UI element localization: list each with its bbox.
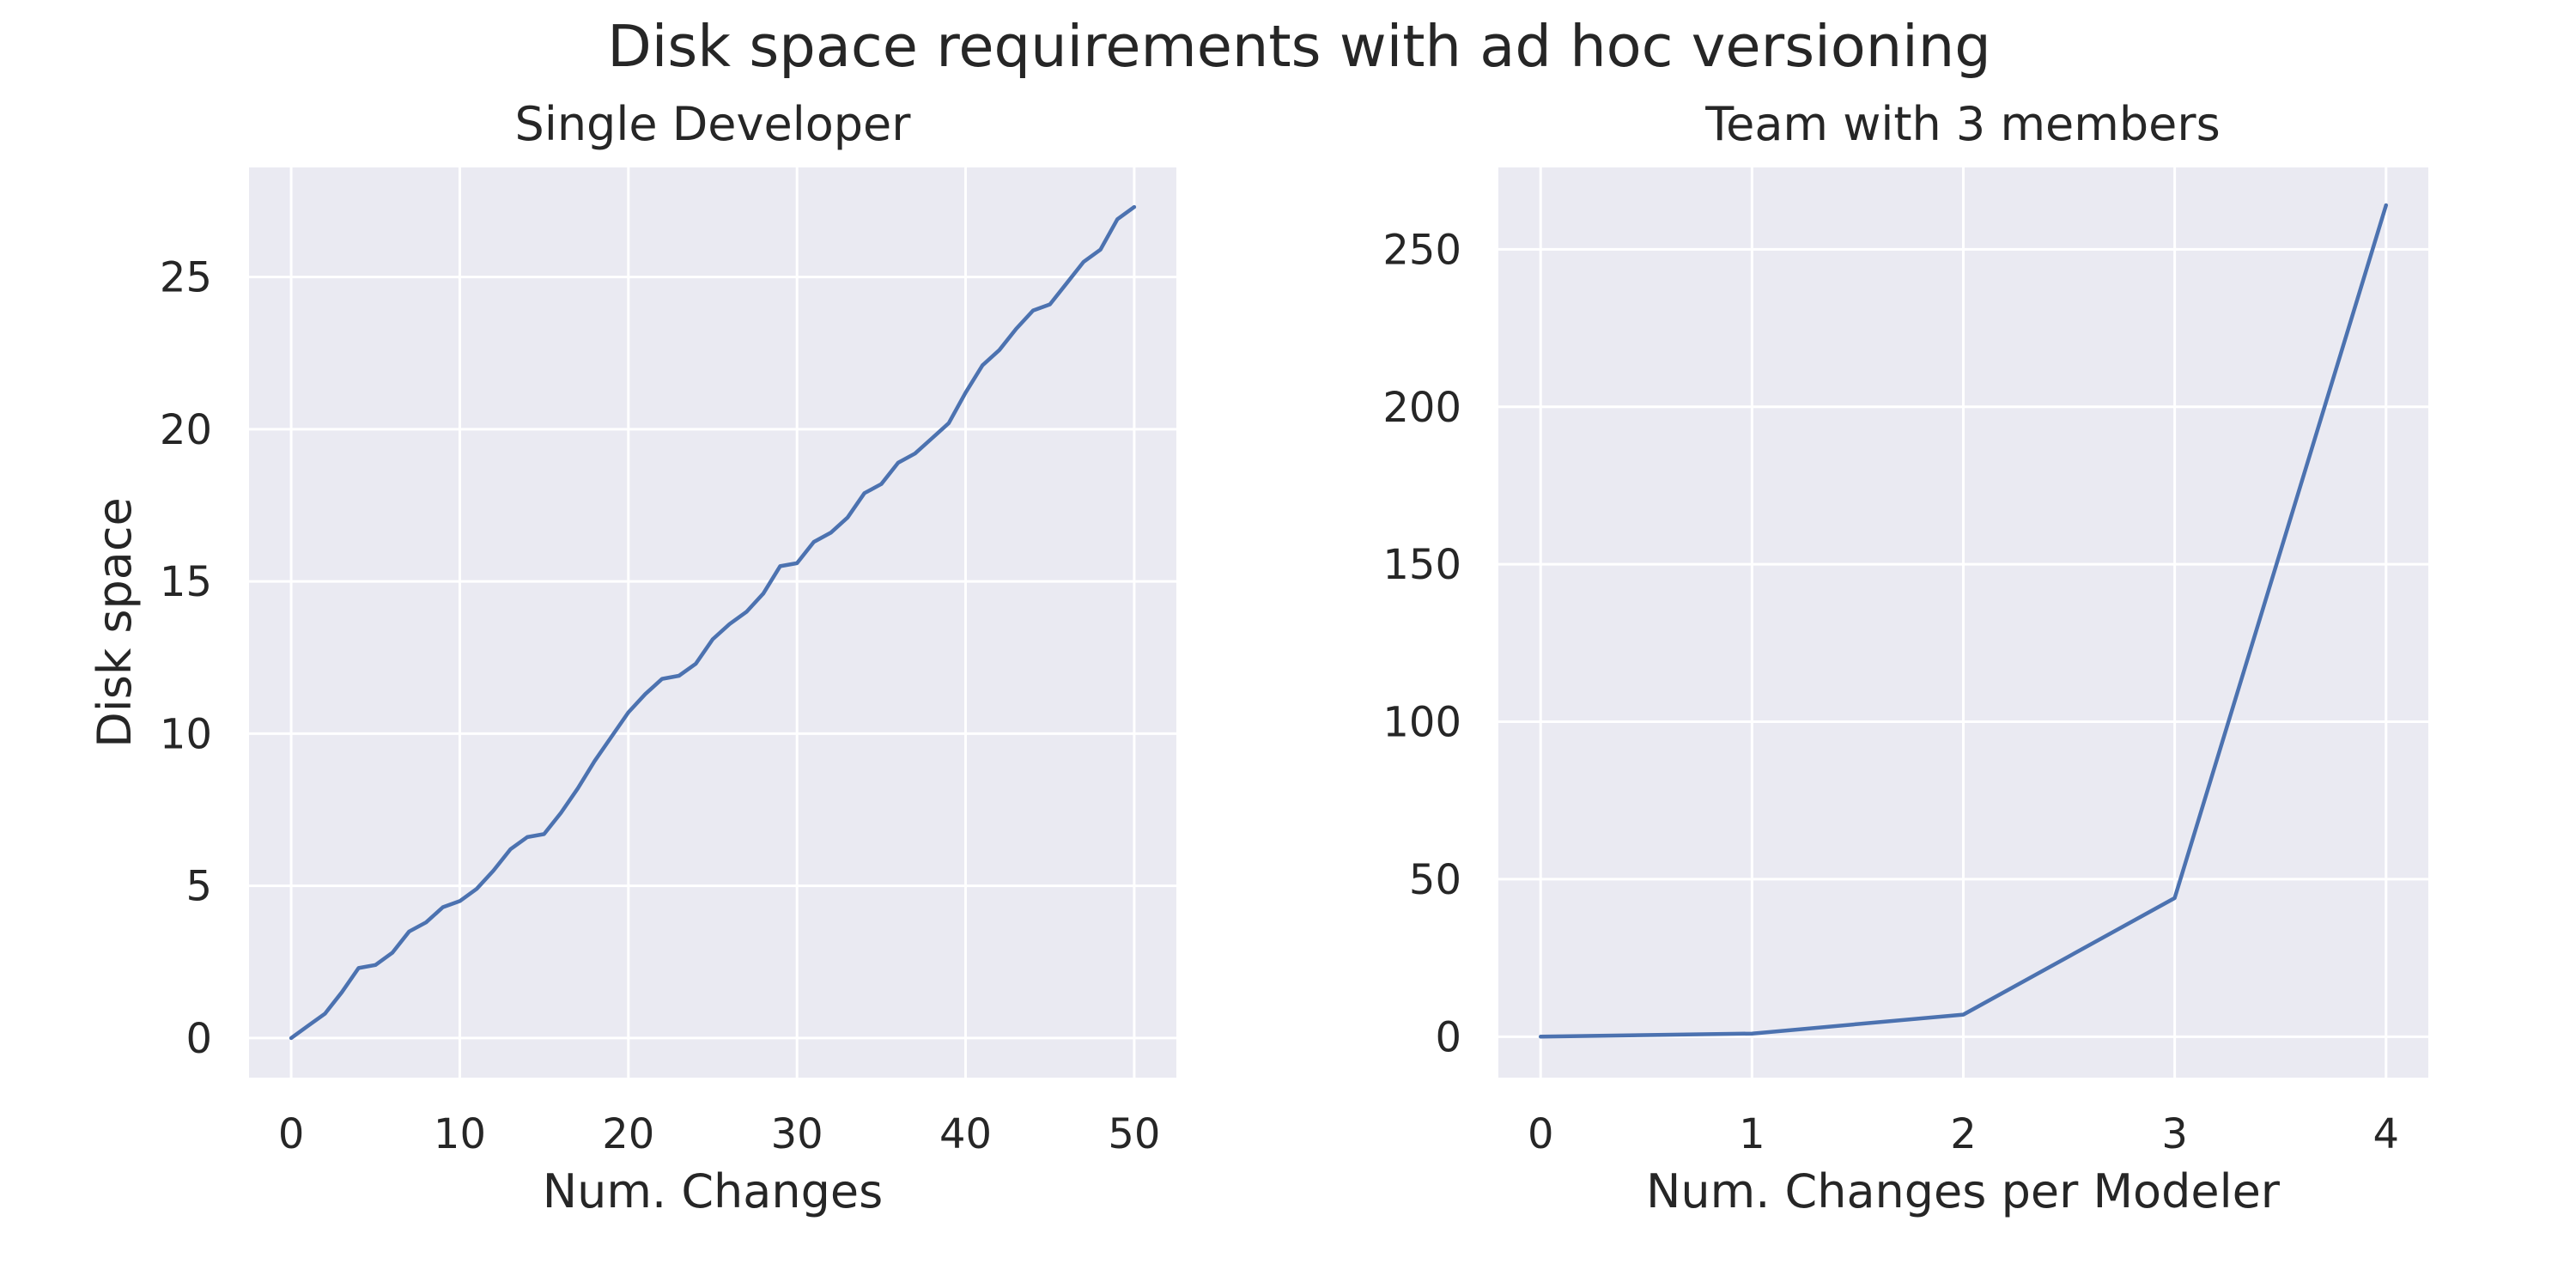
- right-chart-x-tick-label: 3: [2161, 1110, 2188, 1158]
- left-chart-x-tick-label: 30: [771, 1110, 823, 1158]
- left-chart-series-line: [289, 204, 1137, 1041]
- right-chart-y-tick-label: 100: [1382, 699, 1461, 747]
- right-chart: Team with 3 members Num. Changes per Mod…: [1382, 97, 2428, 1218]
- left-chart-y-tick-label: 20: [160, 406, 212, 454]
- right-chart-y-tick-label: 50: [1409, 856, 1461, 904]
- left-chart-x-tick-label: 20: [602, 1110, 654, 1158]
- right-chart-series: [1538, 203, 2389, 1039]
- right-chart-x-tick-label: 2: [1950, 1110, 1977, 1158]
- left-chart-y-tick-label: 25: [160, 254, 212, 302]
- left-chart: Single Developer Num. Changes Disk space…: [88, 97, 1176, 1218]
- left-chart-plot-area: [249, 167, 1176, 1078]
- left-chart-series: [289, 204, 1137, 1041]
- left-chart-y-axis-label: Disk space: [88, 497, 142, 748]
- left-chart-tick-labels: 0 10 20 30 40 50 0 5 10 15 20 25: [160, 254, 1161, 1158]
- right-chart-y-tick-label: 0: [1435, 1013, 1461, 1061]
- right-chart-grid: [1498, 167, 2428, 1078]
- right-chart-y-tick-label: 150: [1382, 541, 1461, 589]
- left-chart-grid: [249, 167, 1176, 1078]
- right-chart-x-tick-label: 4: [2372, 1110, 2399, 1158]
- left-chart-x-tick-label: 50: [1108, 1110, 1160, 1158]
- right-chart-title: Team with 3 members: [1704, 97, 2220, 151]
- right-chart-x-tick-label: 0: [1528, 1110, 1554, 1158]
- figure-title: Disk space requirements with ad hoc vers…: [607, 13, 1991, 80]
- left-chart-x-tick-label: 0: [278, 1110, 305, 1158]
- right-chart-y-tick-label: 200: [1382, 384, 1461, 432]
- right-chart-series-line: [1538, 203, 2389, 1039]
- right-chart-x-axis-label: Num. Changes per Modeler: [1646, 1164, 2281, 1218]
- right-chart-y-tick-label: 250: [1382, 226, 1461, 274]
- left-chart-y-tick-label: 5: [185, 863, 212, 911]
- left-chart-y-tick-label: 10: [160, 710, 212, 758]
- right-chart-tick-labels: 0 1 2 3 4 0 50 100 150 200 250: [1382, 226, 2399, 1158]
- right-chart-x-tick-label: 1: [1739, 1110, 1765, 1158]
- left-chart-x-tick-label: 10: [434, 1110, 486, 1158]
- left-chart-y-tick-label: 0: [185, 1015, 212, 1063]
- left-chart-title: Single Developer: [515, 97, 912, 151]
- left-chart-y-tick-label: 15: [160, 558, 212, 606]
- left-chart-x-axis-label: Num. Changes: [543, 1164, 883, 1218]
- left-chart-x-tick-label: 40: [939, 1110, 992, 1158]
